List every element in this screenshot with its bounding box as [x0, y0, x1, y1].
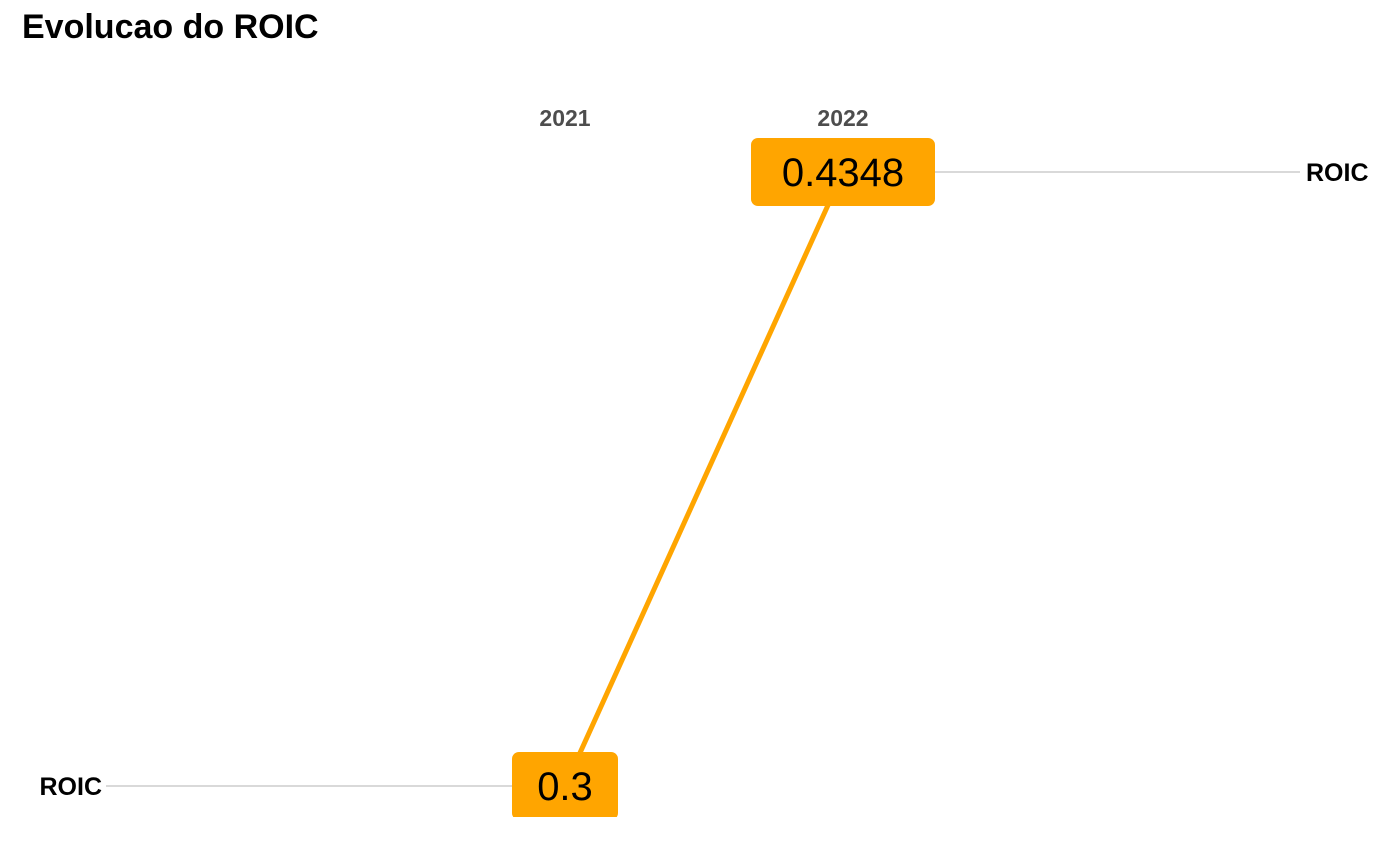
year-label-2022: 2022 — [817, 105, 868, 131]
value-label-box-2022 — [751, 138, 935, 206]
chart-title: Evolucao do ROIC — [22, 8, 319, 46]
value-label-box-2021 — [512, 752, 618, 820]
year-label-2021: 2021 — [539, 105, 590, 131]
panel-clip-mask — [0, 817, 1400, 866]
roic-series-line — [562, 170, 846, 788]
value-label-2022: 0.4348 — [782, 151, 904, 195]
right-series-label: ROIC — [1306, 159, 1369, 187]
value-label-2021: 0.3 — [537, 765, 593, 809]
left-series-label: ROIC — [40, 773, 103, 801]
